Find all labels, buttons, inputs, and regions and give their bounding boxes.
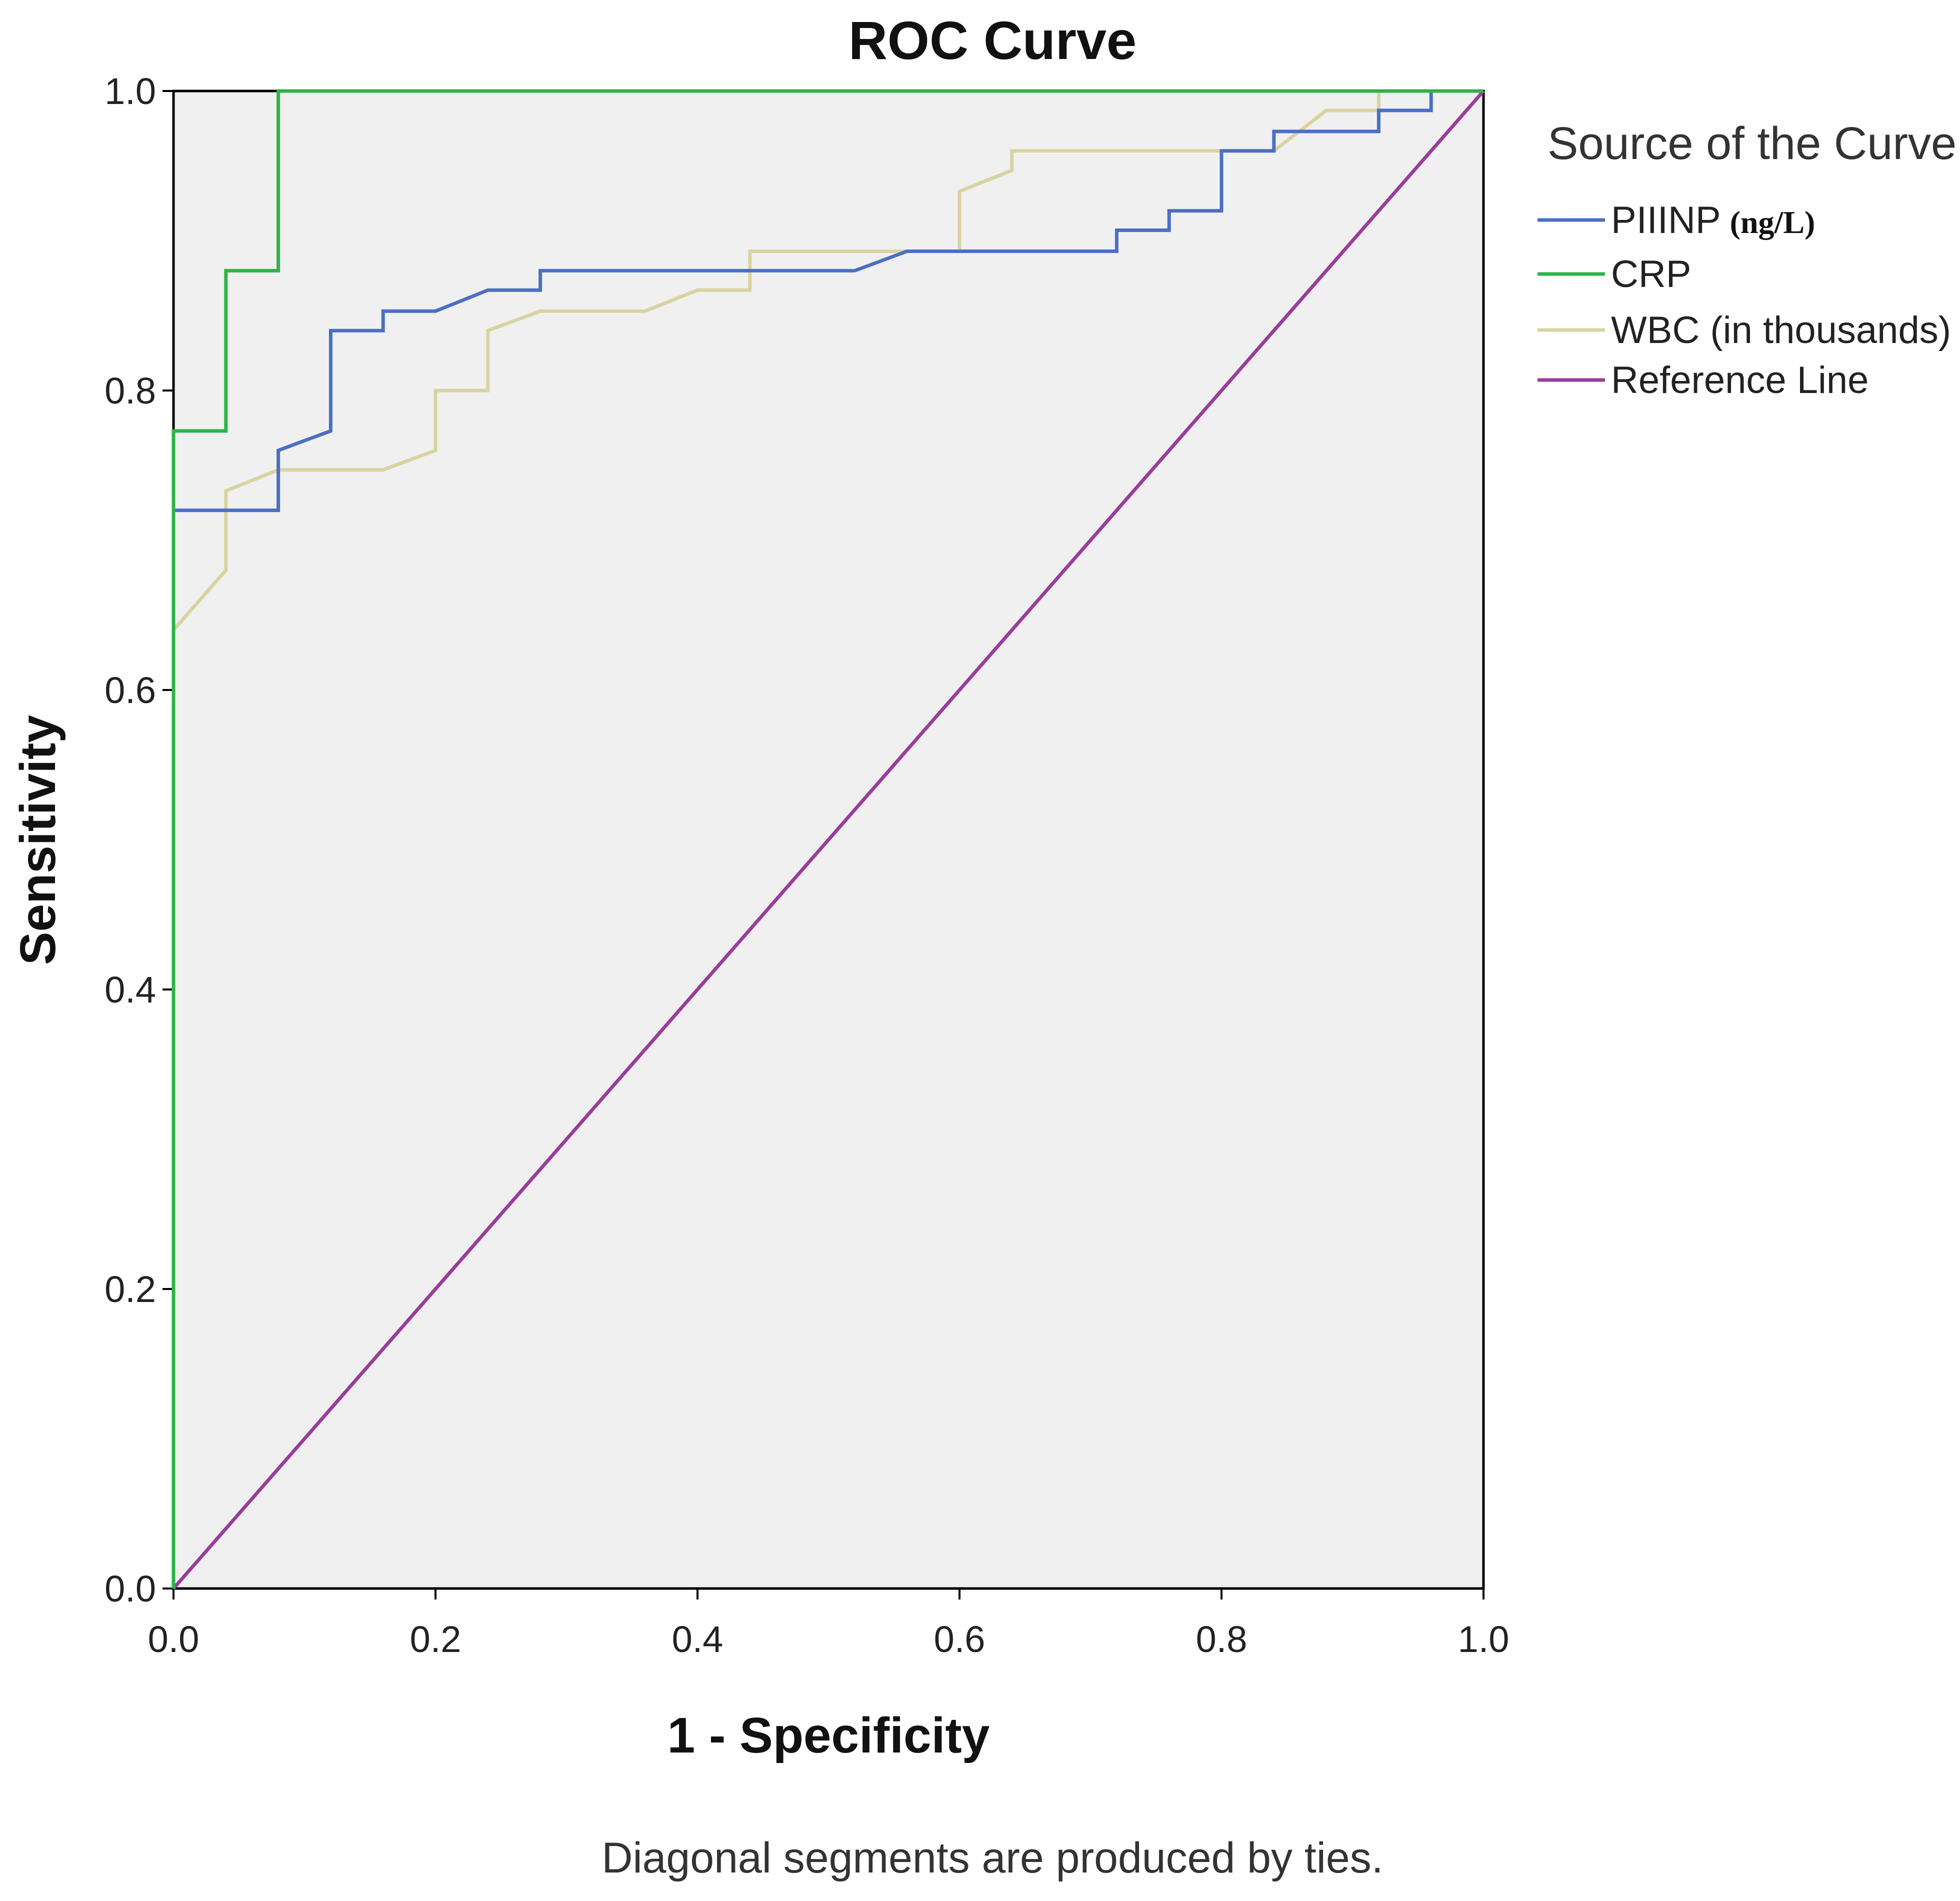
x-tick-label-1: 0.2	[410, 1618, 462, 1660]
y-tick-label-4: 0.8	[104, 370, 156, 412]
x-tick-label-0: 0.0	[148, 1618, 200, 1660]
series-line-piiinp-ng-l	[172, 89, 1484, 1588]
y-tick-label-0: 0.0	[104, 1568, 156, 1610]
series-lines	[172, 89, 1485, 1590]
series-line-reference-line	[172, 90, 1485, 1590]
series-line-crp	[172, 89, 1484, 1588]
x-tick-label-3: 0.6	[934, 1618, 986, 1660]
axis-ticks: 0.0 0.2 0.4 0.6 0.8 1.0 0.0 0.2 0.4 0.6 0.8 1.0	[104, 70, 1509, 1660]
y-axis-title: Sensitivity	[10, 715, 66, 966]
y-tick-label-1: 0.2	[104, 1268, 156, 1310]
footnote: Diagonal segments are produced by ties.	[602, 1834, 1383, 1882]
legend-label-reference: Reference Line	[1611, 359, 1868, 402]
legend-label-wbc: WBC (in thousands)	[1611, 309, 1951, 352]
chart-title: ROC Curve	[848, 10, 1136, 70]
x-tick-label-4: 0.8	[1196, 1618, 1248, 1660]
y-tick-label-3: 0.6	[104, 670, 156, 711]
legend-label-piiinp: PIIINP (ng/L)	[1611, 199, 1815, 242]
legend-label-crp: CRP	[1611, 253, 1691, 296]
legend-title: Source of the Curve	[1548, 118, 1956, 169]
y-tick-label-5: 1.0	[104, 70, 156, 112]
series-line-wbc-in-thousands	[172, 89, 1484, 1588]
x-tick-label-5: 1.0	[1458, 1618, 1510, 1660]
x-axis-title: 1 - Specificity	[668, 1708, 990, 1764]
y-tick-label-2: 0.4	[104, 969, 156, 1010]
legend: Source of the Curve PIIINP (ng/L) CRP WBC…	[1538, 118, 1956, 402]
x-tick-label-2: 0.4	[672, 1618, 724, 1660]
